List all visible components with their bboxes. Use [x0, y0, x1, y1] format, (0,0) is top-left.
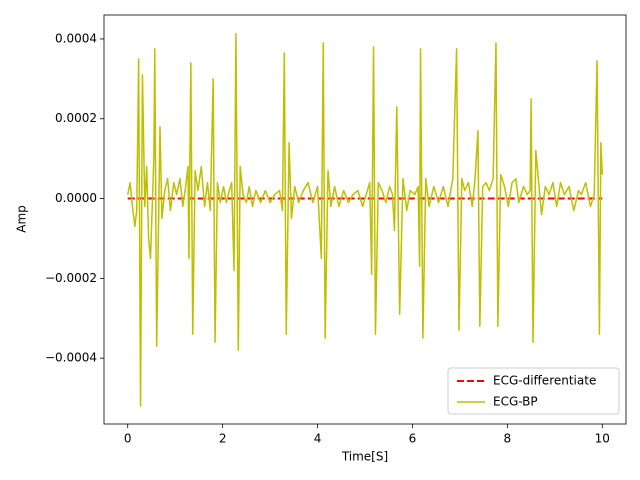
x-axis-label: Time[S]	[341, 450, 388, 464]
x-tick-label: 8	[504, 432, 512, 446]
y-axis-label: Amp	[15, 205, 29, 233]
legend-label: ECG-differentiate	[493, 374, 596, 388]
x-tick-label: 10	[595, 432, 610, 446]
x-tick-label: 2	[219, 432, 227, 446]
x-tick-label: 4	[314, 432, 322, 446]
x-tick-label: 0	[124, 432, 132, 446]
legend-box	[447, 367, 620, 415]
y-tick-label: 0.0002	[55, 111, 97, 125]
plot-frame	[103, 14, 627, 425]
y-tick-label: 0.0004	[55, 31, 97, 45]
y-tick-label: −0.0002	[45, 271, 97, 285]
data-line	[126, 33, 604, 407]
x-tick-label: 6	[409, 432, 417, 446]
y-tick-label: −0.0004	[45, 351, 97, 365]
y-tick-label: 0.0000	[55, 191, 97, 205]
legend-label: ECG-BP	[493, 395, 538, 409]
